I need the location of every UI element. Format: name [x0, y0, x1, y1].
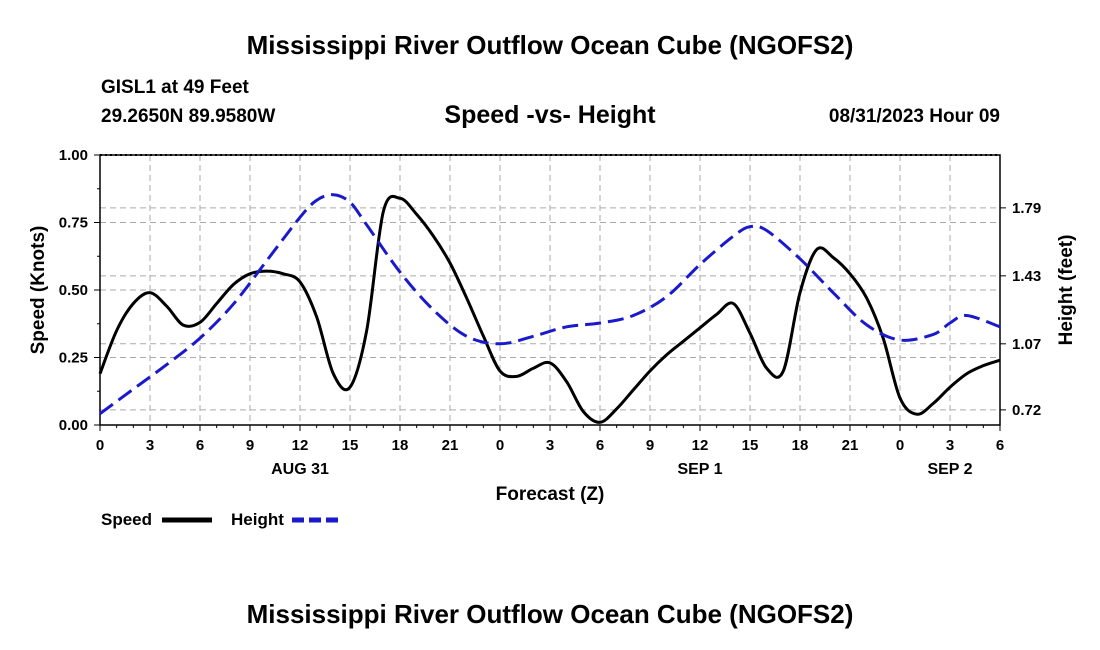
x-tick-label: 0 — [896, 437, 904, 454]
x-tick-label: 21 — [442, 437, 459, 454]
y-tick-label: 0.25 — [59, 350, 88, 367]
x-tick-label: 9 — [246, 437, 254, 454]
y-tick-label: 0.75 — [59, 215, 88, 232]
main-title: Mississippi River Outflow Ocean Cube (NG… — [246, 30, 854, 60]
x-tick-label: 6 — [596, 437, 604, 454]
x-tick-label: 3 — [146, 437, 154, 454]
x-tick-label: 12 — [292, 437, 309, 454]
day-label: SEP 2 — [927, 461, 972, 478]
x-tick-label: 18 — [792, 437, 809, 454]
y-tick-label: 0.50 — [59, 282, 88, 299]
day-label: SEP 1 — [677, 461, 722, 478]
x-tick-label: 0 — [496, 437, 504, 454]
x-tick-label: 3 — [946, 437, 954, 454]
y2-axis-title: Height (feet) — [1056, 235, 1077, 346]
x-tick-label: 12 — [692, 437, 709, 454]
station-label: GISL1 at 49 Feet — [101, 77, 249, 98]
speed-series-line — [98, 194, 1001, 424]
x-tick-label: 6 — [196, 437, 204, 454]
y-axis-title: Speed (Knots) — [28, 226, 49, 355]
day-label: AUG 31 — [271, 461, 329, 478]
x-tick-label: 15 — [342, 437, 359, 454]
x-tick-label: 15 — [742, 437, 759, 454]
station-coordinates: 29.2650N 89.9580W — [101, 106, 276, 127]
legend-height-label: Height — [231, 510, 284, 529]
series — [98, 193, 1001, 424]
y-tick-label: 1.00 — [59, 147, 88, 164]
axis-ticks: 0 3 6 9 12 15 18 21 0 3 6 9 12 15 18 21 0 3 6 AUG 31 SEP 1 SE… — [59, 147, 1041, 478]
y2-tick-label: 0.72 — [1012, 402, 1041, 419]
height-series-line — [99, 193, 1001, 415]
y2-tick-label: 1.07 — [1012, 336, 1041, 353]
y2-tick-label: 1.43 — [1012, 268, 1041, 285]
legend-speed-label: Speed — [101, 510, 153, 529]
y-tick-label: 0.00 — [59, 417, 88, 434]
x-axis-title: Forecast (Z) — [496, 484, 605, 505]
x-tick-label: 21 — [842, 437, 859, 454]
x-tick-label: 3 — [546, 437, 554, 454]
x-tick-label: 9 — [646, 437, 654, 454]
footer-title: Mississippi River Outflow Ocean Cube (NG… — [246, 599, 854, 629]
forecast-datetime: 08/31/2023 Hour 09 — [828, 106, 1000, 127]
x-tick-label: 0 — [96, 437, 104, 454]
grid — [100, 155, 1000, 425]
x-tick-label: 18 — [392, 437, 409, 454]
x-tick-label: 6 — [996, 437, 1004, 454]
y2-tick-label: 1.79 — [1012, 200, 1041, 217]
chart-subtitle: Speed -vs- Height — [444, 101, 656, 129]
